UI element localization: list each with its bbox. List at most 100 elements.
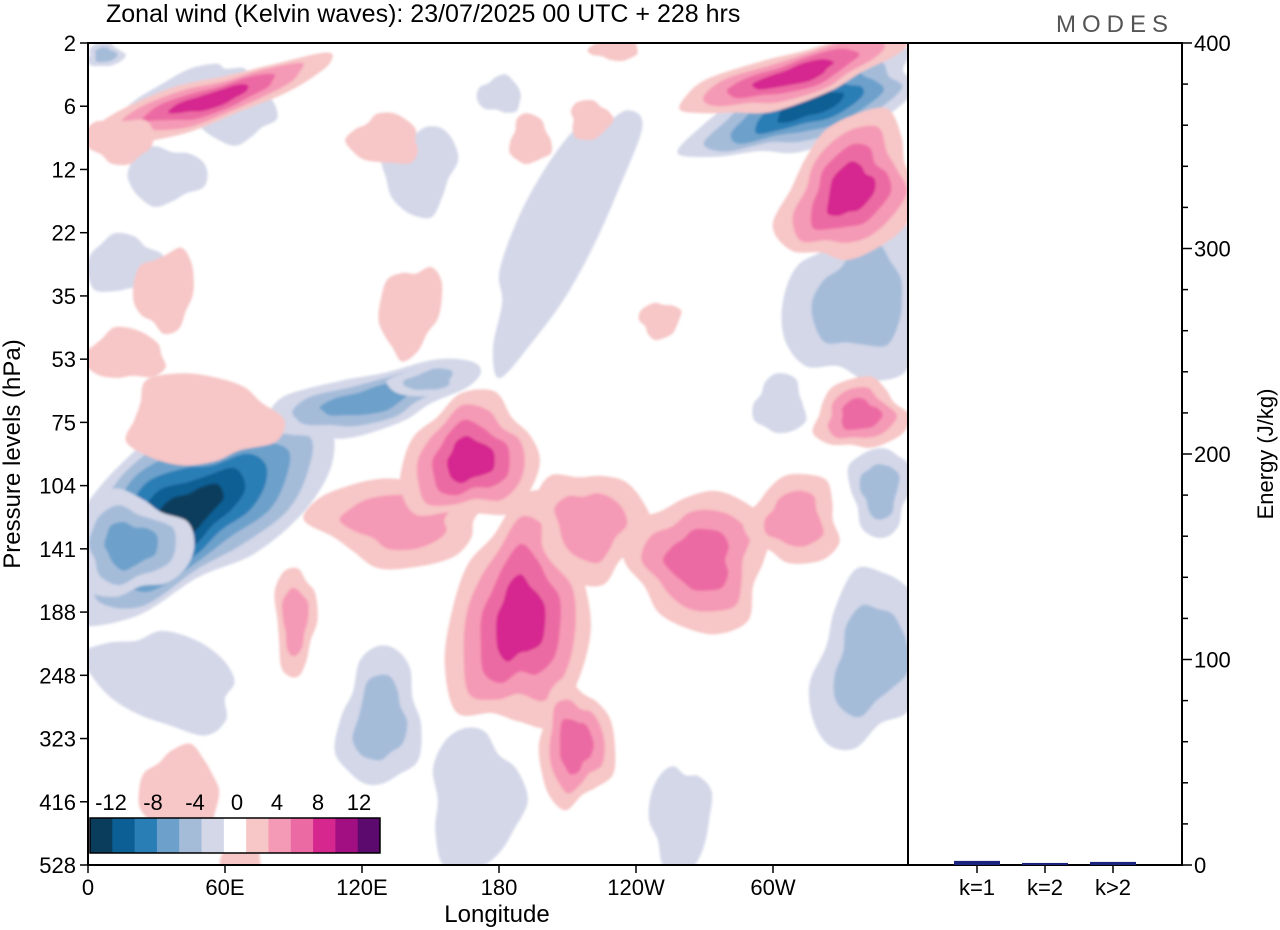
easterly-contour xyxy=(777,88,844,123)
x-tick-label: 120E xyxy=(336,875,387,900)
westerly-contour xyxy=(638,302,682,341)
westerly-contour xyxy=(662,528,729,591)
energy-panel-frame xyxy=(907,42,1183,866)
x-axis: 0 60E 120E 180 120W 60W xyxy=(82,865,796,900)
energy-tick-label: 300 xyxy=(1194,237,1231,262)
colorbar-swatch xyxy=(223,818,247,853)
westerly-contour xyxy=(559,718,594,775)
westerly-contour xyxy=(570,99,614,141)
colorbar-swatch xyxy=(290,818,314,853)
contour-field xyxy=(88,43,908,865)
westerly-contour xyxy=(509,113,553,165)
easterly-contour xyxy=(648,766,713,865)
westerly-contour xyxy=(138,743,220,830)
energy-bar xyxy=(1090,861,1136,865)
x-tick-label: 120W xyxy=(607,875,665,900)
westerly-contour xyxy=(281,587,309,657)
x-tick-label: 60W xyxy=(750,875,795,900)
y-tick-label: 2 xyxy=(64,31,76,56)
y-tick-label: 35 xyxy=(52,284,76,309)
westerly-contour xyxy=(125,373,286,466)
x-tick-label: 180 xyxy=(481,875,518,900)
x-tick-label: 0 xyxy=(82,875,94,900)
y-tick-label: 22 xyxy=(52,221,76,246)
y-tick-label: 528 xyxy=(39,853,76,878)
westerly-contour xyxy=(88,326,166,378)
colorbar-label: 12 xyxy=(347,790,371,815)
x-tick-label: 60E xyxy=(205,875,244,900)
easterly-contour xyxy=(94,47,118,63)
colorbar-label: -12 xyxy=(95,790,127,815)
easterly-contour xyxy=(859,464,900,520)
y-tick-label: 416 xyxy=(39,790,76,815)
energy-category-label: k>2 xyxy=(1095,875,1131,900)
easterly-contour xyxy=(833,604,908,718)
y-tick-label: 104 xyxy=(39,474,76,499)
y-tick-label: 6 xyxy=(64,94,76,119)
energy-tick-label: 100 xyxy=(1194,648,1231,673)
westerly-contour xyxy=(554,493,628,564)
colorbar: -12 -8 -4 0 4 8 12 xyxy=(89,790,381,854)
easterly-contour xyxy=(476,74,521,113)
westerly-contour xyxy=(88,119,155,166)
easterly-contour xyxy=(403,368,453,391)
easterly-contour xyxy=(752,373,807,434)
westerly-contour xyxy=(168,84,249,114)
colorbar-swatch xyxy=(179,818,202,853)
energy-axis: 0 100 200 300 400 xyxy=(1182,31,1231,878)
energy-tick-label: 0 xyxy=(1194,853,1206,878)
colorbar-frame xyxy=(89,817,381,854)
easterly-contour xyxy=(88,630,235,736)
x-axis-title: Longitude xyxy=(444,901,549,928)
colorbar-swatch xyxy=(335,818,359,853)
colorbar-swatch xyxy=(90,818,113,853)
y-tick-label: 323 xyxy=(39,727,76,752)
chart-title: Zonal wind (Kelvin waves): 23/07/2025 00… xyxy=(106,0,740,28)
energy-category-label: k=1 xyxy=(959,875,995,900)
westerly-contour xyxy=(447,435,495,484)
energy-tick-label: 400 xyxy=(1194,31,1231,56)
colorbar-label: -8 xyxy=(143,790,163,815)
y-tick-label: 188 xyxy=(39,600,76,625)
modes-logo: MODES xyxy=(1056,11,1174,38)
westerly-contour xyxy=(587,43,638,62)
colorbar-swatch xyxy=(357,818,381,853)
y-tick-label: 12 xyxy=(52,157,76,182)
colorbar-swatch xyxy=(134,818,158,853)
colorbar-label: 0 xyxy=(231,790,243,815)
westerly-contour xyxy=(495,574,546,662)
energy-category-labels: k=1 k=2 k>2 xyxy=(959,865,1131,900)
westerly-contour xyxy=(378,267,443,362)
easterly-contour xyxy=(352,674,408,761)
westerly-contour xyxy=(826,161,876,216)
y-tick-label: 248 xyxy=(39,663,76,688)
energy-bar xyxy=(1022,862,1068,865)
colorbar-swatch xyxy=(201,818,225,853)
westerly-contour xyxy=(132,247,194,335)
easterly-contour xyxy=(811,242,903,347)
colorbar-swatch xyxy=(156,818,180,853)
colorbar-label: 8 xyxy=(312,790,324,815)
energy-tick-label: 200 xyxy=(1194,442,1231,467)
easterly-contour xyxy=(104,521,158,571)
energy-category-label: k=2 xyxy=(1027,875,1063,900)
y-axis-title: Pressure levels (hPa) xyxy=(0,339,26,568)
colorbar-swatch xyxy=(246,818,269,853)
energy-axis-title: Energy (J/kg) xyxy=(1253,389,1278,520)
colorbar-swatch xyxy=(268,818,292,853)
colorbar-swatch xyxy=(112,818,136,853)
easterly-contour xyxy=(127,146,208,207)
colorbar-label: -4 xyxy=(185,790,205,815)
westerly-contour xyxy=(841,397,883,431)
westerly-contour xyxy=(764,490,824,547)
energy-bars xyxy=(954,860,1136,865)
y-tick-label: 141 xyxy=(39,537,76,562)
colorbar-label: 4 xyxy=(271,790,283,815)
easterly-contour xyxy=(432,727,528,865)
westerly-contour xyxy=(751,59,835,90)
y-axis: 2 6 12 22 35 53 75 104 141 188 248 323 416 528 xyxy=(39,31,88,878)
y-tick-label: 75 xyxy=(52,410,76,435)
easterly-contour xyxy=(492,110,643,379)
colorbar-swatch xyxy=(313,818,336,853)
